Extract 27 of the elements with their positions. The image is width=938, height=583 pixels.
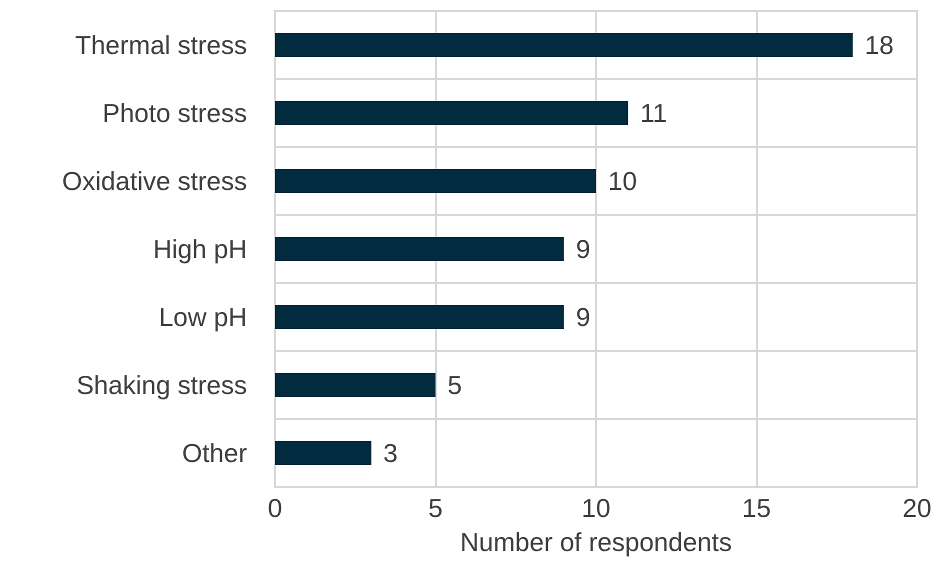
x-tick-label: 20	[902, 493, 932, 523]
bar	[275, 237, 564, 261]
bar	[275, 101, 628, 125]
y-tick-label: Thermal stress	[75, 30, 247, 60]
bar	[275, 441, 372, 465]
data-label: 3	[383, 438, 398, 468]
y-tick-label: Photo stress	[102, 98, 247, 128]
data-label: 9	[576, 234, 590, 264]
bar	[275, 33, 853, 57]
data-label: 11	[640, 98, 668, 128]
x-tick-label: 5	[428, 493, 443, 523]
x-tick-label: 10	[582, 493, 610, 523]
data-label: 18	[864, 30, 894, 60]
bar	[275, 169, 596, 193]
y-tick-label: Oxidative stress	[62, 166, 247, 196]
x-tick-label: 15	[742, 493, 771, 523]
bar	[275, 373, 436, 397]
bar	[275, 305, 564, 329]
y-tick-label: Other	[182, 438, 248, 468]
y-tick-label: Shaking stress	[76, 370, 247, 400]
data-label: 10	[608, 166, 637, 196]
y-tick-label: High pH	[153, 234, 247, 264]
y-tick-label: Low pH	[158, 302, 247, 332]
x-tick-label: 0	[268, 493, 282, 523]
data-label: 5	[448, 370, 462, 400]
data-label: 9	[576, 302, 590, 332]
x-axis-title: Number of respondents	[460, 527, 732, 557]
